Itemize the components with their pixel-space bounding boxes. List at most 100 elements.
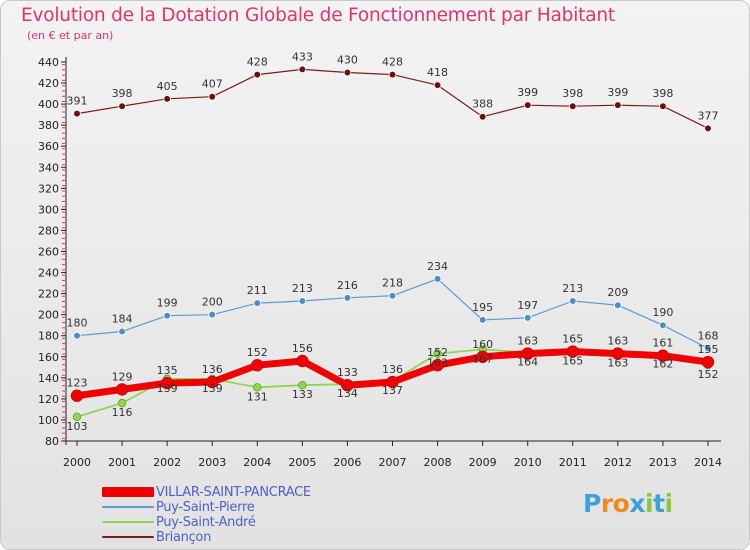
chart-title: Evolution de la Dotation Globale de Fonc… (21, 5, 615, 26)
data-label-villar-saint-pancrace: 136 (202, 363, 223, 376)
data-point-villar-saint-pancrace (251, 359, 264, 372)
data-label-puy-saint-andr-: 163 (607, 357, 628, 370)
logo-letter: P (583, 489, 601, 518)
data-point-villar-saint-pancrace (476, 350, 489, 363)
data-point-villar-saint-pancrace (611, 347, 625, 360)
y-tick-label: 440 (38, 56, 59, 69)
data-point-puy-saint-pierre (478, 316, 487, 324)
legend-swatch (102, 487, 154, 497)
legend-swatch (102, 536, 154, 538)
logo-letter: x (629, 489, 645, 518)
data-point-puy-saint-pierre (343, 294, 352, 302)
data-label-puy-saint-andr-: 167 (472, 352, 493, 365)
legend-label: Briançon (156, 530, 212, 545)
legend-label: Puy-Saint-André (156, 515, 256, 530)
data-point-puy-saint-andr- (298, 381, 307, 390)
data-label-puy-saint-andr-: 139 (157, 382, 178, 395)
data-label-villar-saint-pancrace: 156 (292, 342, 313, 355)
data-point-brian-on (523, 101, 532, 109)
data-point-brian-on (298, 65, 307, 74)
data-point-brian-on (614, 101, 622, 109)
data-point-villar-saint-pancrace (386, 375, 399, 389)
data-label-puy-saint-pierre: 184 (112, 313, 133, 326)
data-label-puy-saint-pierre: 168 (697, 329, 718, 342)
data-label-puy-saint-pierre: 216 (337, 279, 358, 292)
data-point-villar-saint-pancrace (431, 359, 444, 372)
y-tick-label: 260 (38, 246, 59, 259)
data-point-puy-saint-andr- (433, 349, 442, 358)
data-label-brian-on: 398 (112, 87, 133, 100)
data-label-brian-on: 399 (517, 86, 538, 99)
data-label-brian-on: 405 (157, 80, 178, 93)
data-label-puy-saint-andr-: 139 (202, 382, 223, 395)
legend-label: VILLAR-SAINT-PANCRACE (156, 485, 311, 500)
x-tick-label: 2014 (694, 456, 722, 469)
data-point-puy-saint-pierre (568, 297, 577, 305)
data-label-villar-saint-pancrace: 165 (562, 333, 583, 346)
y-tick-label: 320 (38, 182, 59, 195)
data-label-villar-saint-pancrace: 155 (697, 343, 718, 356)
data-label-brian-on: 399 (607, 86, 628, 99)
data-label-puy-saint-andr-: 163 (427, 357, 448, 370)
legend-label: Puy-Saint-Pierre (156, 500, 255, 515)
data-label-brian-on: 388 (472, 98, 493, 111)
y-tick-label: 200 (38, 309, 59, 322)
data-label-villar-saint-pancrace: 163 (607, 335, 628, 348)
data-label-puy-saint-andr-: 162 (652, 358, 673, 371)
x-tick-label: 2007 (378, 456, 406, 469)
data-label-brian-on: 391 (67, 95, 88, 108)
logo-letter: r (600, 489, 613, 518)
y-tick-label: 160 (38, 351, 59, 364)
y-tick-label: 300 (38, 203, 59, 216)
x-tick-label: 2003 (198, 456, 226, 469)
data-label-villar-saint-pancrace: 152 (247, 346, 268, 359)
data-label-villar-saint-pancrace: 136 (382, 363, 403, 376)
logo-letter: i (645, 489, 654, 518)
data-point-puy-saint-pierre (614, 301, 622, 309)
data-label-brian-on: 433 (292, 50, 313, 63)
data-label-brian-on: 428 (247, 56, 268, 69)
data-point-villar-saint-pancrace (566, 345, 579, 358)
data-point-puy-saint-pierre (659, 321, 667, 329)
data-label-puy-saint-andr-: 164 (517, 356, 538, 369)
data-label-villar-saint-pancrace: 135 (157, 364, 178, 377)
data-point-villar-saint-pancrace (115, 383, 129, 396)
data-label-puy-saint-pierre: 180 (67, 317, 88, 330)
data-point-puy-saint-pierre (523, 314, 532, 322)
data-label-puy-saint-pierre: 218 (382, 277, 403, 290)
y-tick-label: 380 (38, 119, 59, 132)
data-label-puy-saint-pierre: 211 (247, 284, 268, 297)
data-point-villar-saint-pancrace (521, 347, 534, 360)
y-tick-label: 240 (38, 267, 59, 280)
data-label-brian-on: 430 (337, 54, 358, 67)
data-label-puy-saint-pierre: 200 (202, 296, 223, 309)
data-point-brian-on (568, 102, 577, 111)
data-point-puy-saint-pierre (118, 327, 126, 336)
y-tick-label: 400 (38, 98, 59, 111)
data-label-brian-on: 377 (697, 109, 718, 122)
data-point-brian-on (163, 95, 171, 103)
data-point-brian-on (343, 68, 352, 77)
data-label-villar-saint-pancrace: 161 (652, 337, 673, 350)
data-label-brian-on: 398 (562, 87, 583, 100)
data-point-villar-saint-pancrace (296, 354, 309, 368)
data-point-puy-saint-andr- (117, 398, 127, 408)
data-label-puy-saint-pierre: 213 (562, 282, 583, 295)
data-point-brian-on (659, 102, 667, 111)
data-point-villar-saint-pancrace (656, 349, 670, 362)
y-tick-label: 100 (38, 414, 59, 427)
x-tick-label: 2009 (469, 456, 497, 469)
chart-subtitle: (en € et par an) (27, 29, 114, 42)
proxiti-logo: Proxiti (583, 489, 673, 518)
data-point-brian-on (208, 92, 217, 101)
data-label-villar-saint-pancrace: 123 (67, 377, 88, 390)
x-tick-label: 2010 (514, 456, 542, 469)
logo-letter: i (664, 489, 674, 518)
data-label-puy-saint-pierre: 197 (517, 299, 538, 312)
data-label-puy-saint-andr-: 152 (697, 368, 718, 381)
data-label-puy-saint-andr-: 103 (67, 420, 88, 433)
x-tick-label: 2006 (333, 456, 361, 469)
y-tick-label: 280 (38, 224, 59, 237)
